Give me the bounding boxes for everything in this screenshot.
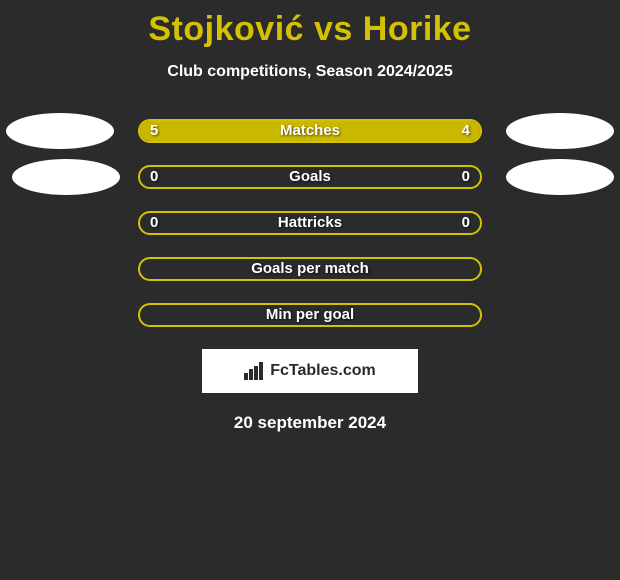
stat-bar-left-fill <box>140 121 329 141</box>
logo-text: FcTables.com <box>270 362 376 380</box>
stat-bar-track <box>138 119 482 143</box>
player-left-avatar <box>12 159 120 195</box>
comparison-subtitle: Club competitions, Season 2024/2025 <box>0 63 620 81</box>
stat-bar-track <box>138 257 482 281</box>
snapshot-date: 20 september 2024 <box>0 413 620 433</box>
fctables-logo: FcTables.com <box>202 349 418 393</box>
stat-row: Matches54 <box>0 119 620 143</box>
stat-row: Min per goal <box>0 303 620 327</box>
stat-bar-track <box>138 303 482 327</box>
stat-row: Goals00 <box>0 165 620 189</box>
stat-bar-right-fill <box>329 121 480 141</box>
stat-row: Goals per match <box>0 257 620 281</box>
stat-row: Hattricks00 <box>0 211 620 235</box>
player-right-avatar <box>506 113 614 149</box>
stats-rows: Matches54 Goals00 Hattricks00 Goals per mat… <box>0 119 620 327</box>
comparison-title: Stojković vs Horike <box>0 0 620 49</box>
stat-bar-track <box>138 165 482 189</box>
barchart-icon <box>244 362 266 380</box>
player-left-avatar <box>6 113 114 149</box>
player-right-avatar <box>506 159 614 195</box>
stat-bar-track <box>138 211 482 235</box>
